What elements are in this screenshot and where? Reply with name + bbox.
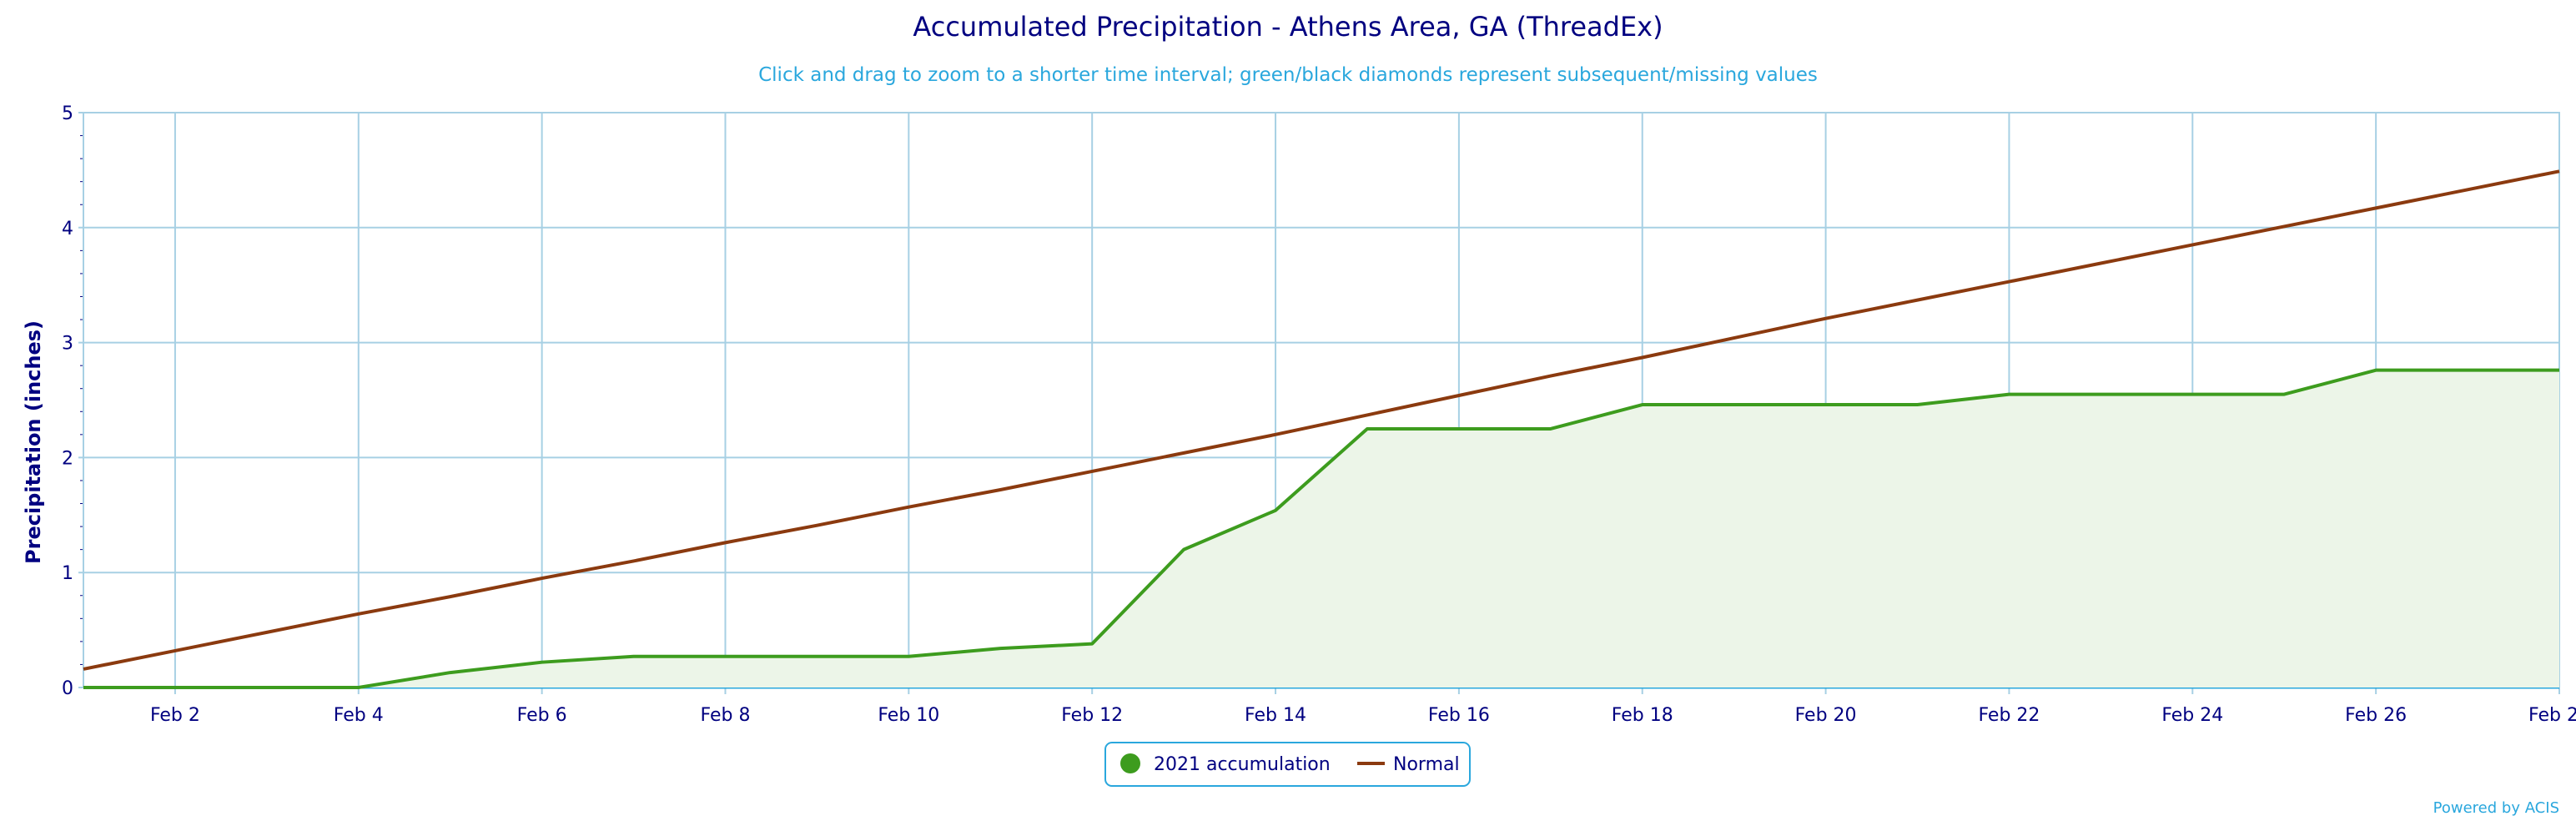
y-tick-label: 2 (62, 448, 73, 469)
y-tick-label: 4 (62, 219, 73, 239)
legend-box (1104, 742, 1471, 787)
chart-title: Accumulated Precipitation - Athens Area,… (913, 11, 1663, 43)
area-layer (83, 370, 2559, 688)
series-lines (83, 169, 2560, 689)
legend-item-normal[interactable]: Normal (1357, 754, 1460, 775)
x-tick-label: Feb 28 (2528, 705, 2576, 726)
x-tick-label: Feb 16 (1428, 705, 1490, 726)
x-tick-label: Feb 20 (1795, 705, 1857, 726)
x-tick-label: Feb 24 (2161, 705, 2223, 726)
credit-link[interactable]: Powered by ACIS (2433, 799, 2559, 817)
x-tick-label: Feb 10 (878, 705, 939, 726)
legend[interactable]: 2021 accumulation Normal (1104, 742, 1471, 787)
x-tick-label: Feb 18 (1612, 705, 1673, 726)
x-tick-label: Feb 14 (1245, 705, 1306, 726)
x-tick-label: Feb 2 (150, 705, 200, 726)
area-fill-2021-accumulation (83, 370, 2559, 688)
y-tick-label: 5 (62, 103, 73, 124)
series-line-normal[interactable] (83, 169, 2560, 671)
x-tick-label: Feb 12 (1061, 705, 1123, 726)
chart-subtitle: Click and drag to zoom to a shorter time… (758, 64, 1818, 86)
x-tick-label: Feb 26 (2345, 705, 2407, 726)
x-tick-label: Feb 8 (701, 705, 751, 726)
x-tick-label: Feb 4 (334, 705, 384, 726)
y-tick-label: 1 (62, 563, 73, 584)
legend-marker-2021-accumulation (1120, 753, 1140, 773)
legend-item-2021-accumulation[interactable]: 2021 accumulation (1120, 753, 1331, 775)
y-tick-label: 3 (62, 334, 73, 355)
y-tick-label: 0 (62, 678, 73, 699)
x-tick-labels: Feb 2 Feb 4 Feb 6 Feb 8 Feb 10 Feb 12 Feb 14 Fe… (150, 705, 2576, 726)
legend-label-normal: Normal (1393, 754, 1460, 775)
series-line-2021-accumulation[interactable] (83, 368, 2559, 689)
x-tick-label: Feb 6 (517, 705, 567, 726)
x-tick-label: Feb 22 (1978, 705, 2040, 726)
minor-ticks (80, 135, 83, 665)
legend-label-2021-accumulation: 2021 accumulation (1154, 754, 1331, 775)
y-tick-labels: 0 1 2 3 4 5 (62, 103, 73, 699)
y-axis-label: Precipitation (inches) (22, 320, 45, 564)
